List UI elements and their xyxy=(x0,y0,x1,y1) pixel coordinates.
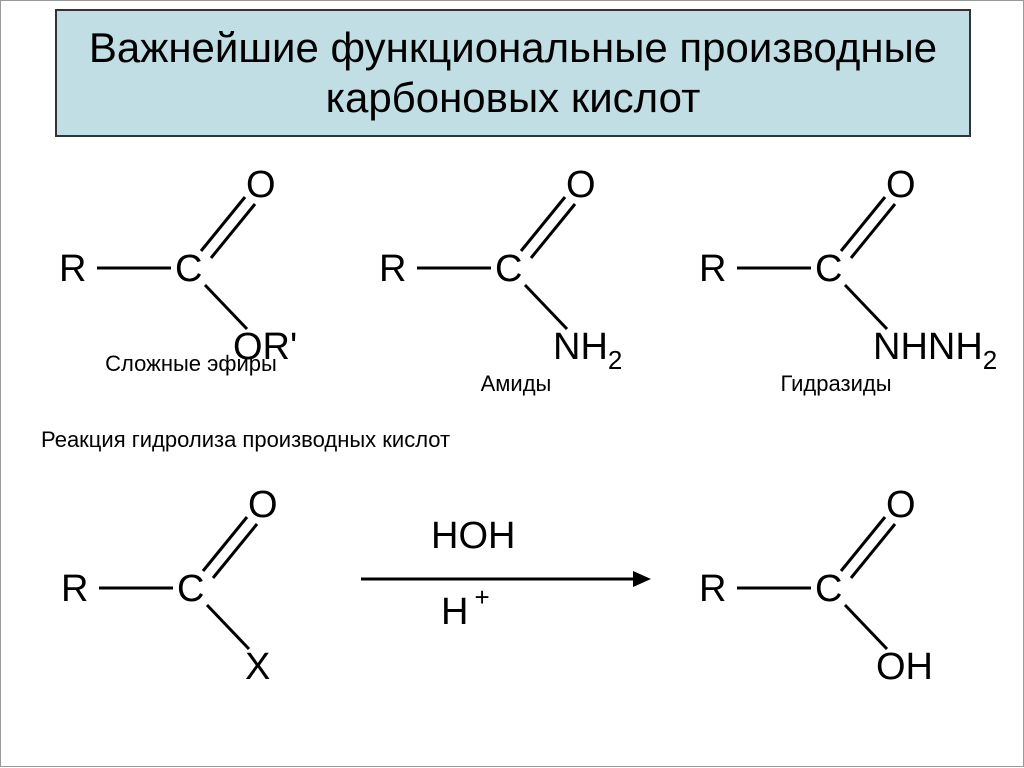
structure-product: R C O OH xyxy=(681,471,981,681)
atom-R: R xyxy=(699,568,726,610)
atom-C: C xyxy=(815,568,842,610)
atom-O-top: O xyxy=(886,484,916,526)
reagent-bottom: H+ xyxy=(441,591,484,634)
atom-OH: OH xyxy=(876,646,933,681)
